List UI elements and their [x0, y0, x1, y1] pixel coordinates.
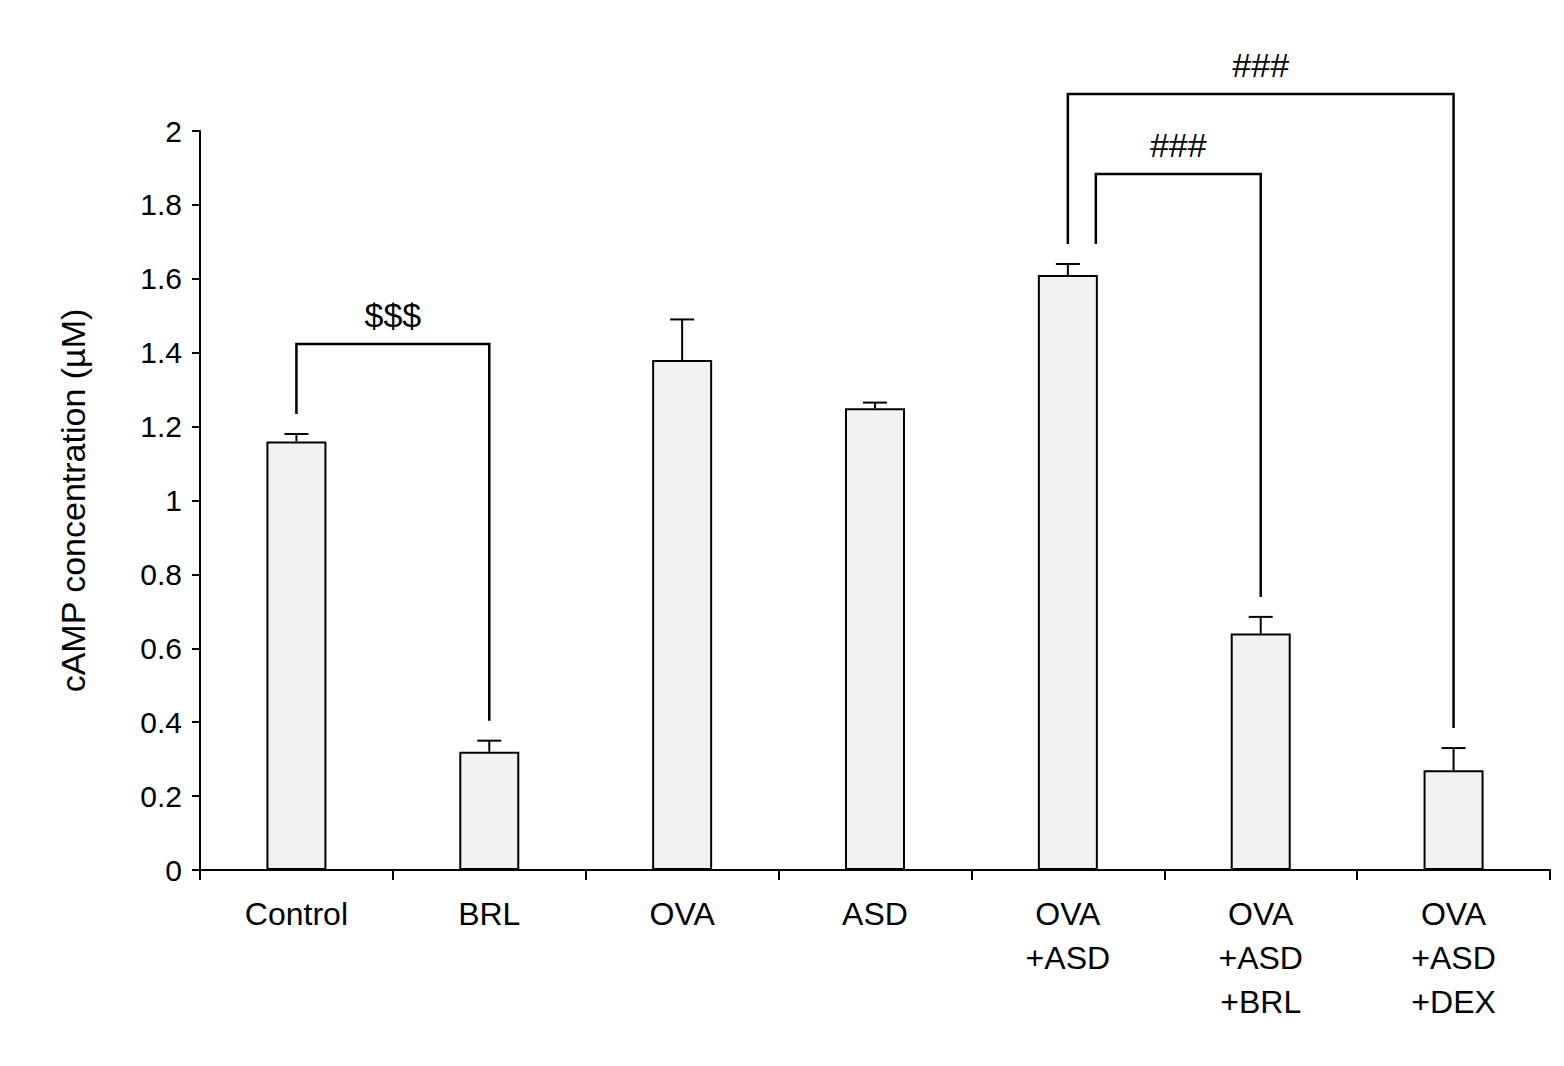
svg-text:0: 0 — [165, 854, 182, 887]
svg-text:ASD: ASD — [842, 896, 908, 932]
svg-text:###: ### — [1150, 126, 1207, 164]
svg-text:OVA: OVA — [1421, 896, 1487, 932]
svg-text:+ASD: +ASD — [1218, 940, 1302, 976]
svg-text:1.2: 1.2 — [140, 410, 182, 443]
svg-text:BRL: BRL — [458, 896, 520, 932]
svg-text:OVA: OVA — [650, 896, 716, 932]
svg-text:1.4: 1.4 — [140, 336, 182, 369]
svg-text:OVA: OVA — [1035, 896, 1101, 932]
svg-text:2: 2 — [165, 115, 182, 148]
svg-text:0.2: 0.2 — [140, 780, 182, 813]
svg-text:+DEX: +DEX — [1411, 984, 1495, 1020]
svg-text:cAMP concentration (µM): cAMP concentration (µM) — [54, 309, 92, 693]
svg-text:$$$: $$$ — [364, 296, 421, 334]
svg-text:1.8: 1.8 — [140, 188, 182, 221]
svg-text:OVA: OVA — [1228, 896, 1294, 932]
svg-text:1: 1 — [165, 484, 182, 517]
svg-text:###: ### — [1232, 46, 1289, 84]
svg-text:+BRL: +BRL — [1220, 984, 1301, 1020]
svg-text:+ASD: +ASD — [1026, 940, 1110, 976]
svg-text:Control: Control — [245, 896, 348, 932]
svg-text:0.8: 0.8 — [140, 558, 182, 591]
svg-text:+ASD: +ASD — [1411, 940, 1495, 976]
svg-text:1.6: 1.6 — [140, 262, 182, 295]
svg-text:0.6: 0.6 — [140, 632, 182, 665]
svg-text:0.4: 0.4 — [140, 706, 182, 739]
